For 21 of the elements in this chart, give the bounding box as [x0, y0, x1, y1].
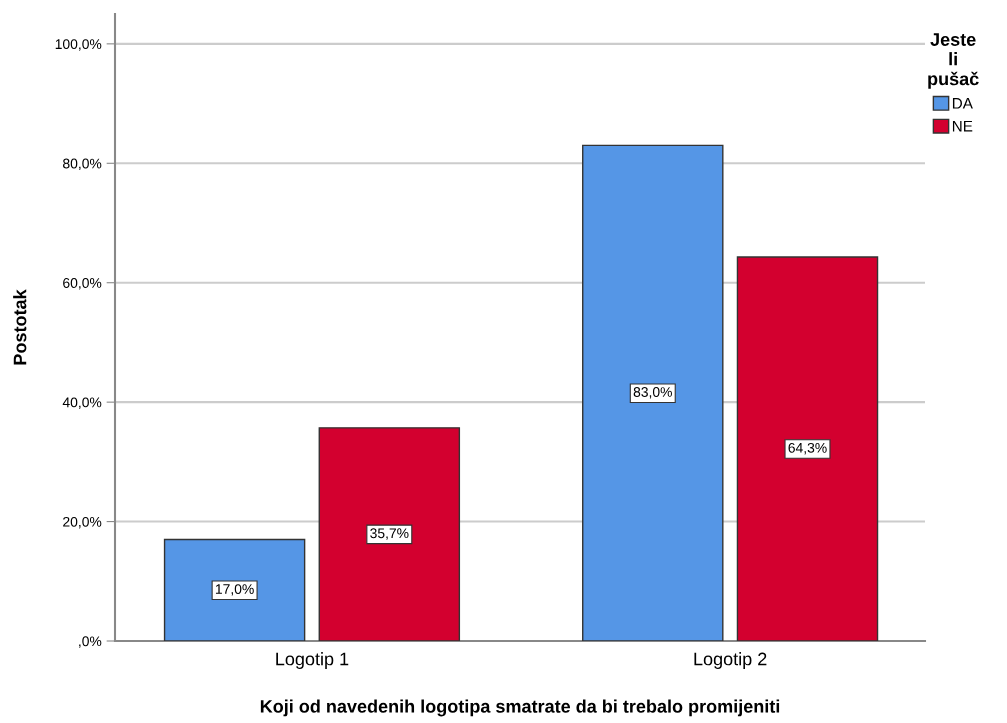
y-axis-title: Postotak — [13, 289, 27, 365]
legend-label: NE — [952, 120, 973, 132]
y-tick-label: 20,0% — [63, 516, 102, 529]
bar — [163, 538, 306, 641]
x-tick-label: Logotip 1 — [276, 652, 349, 669]
bar — [582, 144, 724, 641]
data-label: 64,3% — [788, 442, 827, 455]
y-tick-label: 80,0% — [63, 158, 102, 171]
y-tick-label: ,0% — [79, 636, 102, 648]
y-tick-label: 100,0% — [55, 39, 102, 51]
data-label: 83,0% — [633, 387, 672, 399]
data-label: 35,7% — [370, 528, 409, 540]
y-tick-label: 60,0% — [63, 278, 102, 290]
x-tick-label: Logotip 2 — [694, 652, 767, 669]
y-tick-label: 40,0% — [62, 397, 102, 409]
legend-title: Jeste li pušač — [928, 33, 979, 89]
bar — [318, 427, 461, 641]
x-axis-title: Koji od navedenih logotipa smatrate da bi trebalo promijeniti — [260, 699, 780, 717]
bar — [736, 256, 879, 641]
legend-label: DA — [952, 98, 973, 109]
data-label: 17,0% — [215, 584, 254, 596]
